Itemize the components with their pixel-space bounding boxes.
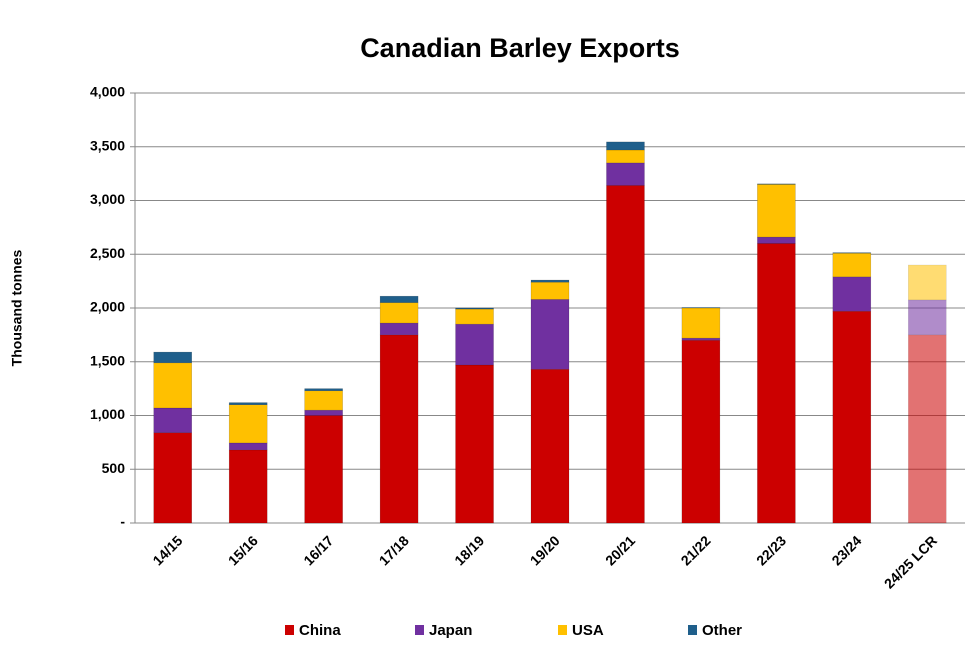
y-tick-label: -	[120, 514, 125, 530]
bar-segment	[379, 302, 419, 324]
legend-label: China	[299, 622, 341, 639]
bar-segment	[379, 295, 419, 303]
bar-segment	[832, 310, 872, 524]
bar-segment	[530, 369, 570, 524]
bar-segment	[228, 404, 268, 444]
bar-segment	[606, 162, 645, 186]
bar-segment	[681, 307, 721, 339]
x-tick-label: 24/25 LCR	[881, 532, 940, 591]
bar-segment	[606, 141, 645, 151]
legend-label: USA	[572, 622, 604, 639]
bar-segment	[908, 334, 947, 524]
bar-segment	[455, 308, 494, 325]
bar-segment	[153, 432, 192, 524]
bar-segment	[832, 252, 872, 278]
y-axis-title: Thousand tonnes	[9, 249, 25, 366]
bar-segment	[455, 307, 494, 310]
bar-segment	[455, 364, 494, 524]
legend-swatch	[285, 625, 294, 635]
bar-segment	[153, 362, 192, 409]
y-tick-label: 2,000	[90, 299, 125, 315]
bar-segment	[304, 388, 343, 392]
legend-swatch	[688, 625, 697, 635]
bar-segment	[757, 236, 796, 244]
bar-segment	[530, 279, 570, 283]
bar-segment	[757, 184, 796, 238]
bar-segment	[304, 390, 343, 411]
y-tick-label: 3,000	[90, 191, 125, 207]
bar-segment	[908, 299, 947, 336]
bar-segment	[681, 337, 721, 341]
bar-segment	[530, 281, 570, 300]
bar-segment	[832, 276, 872, 312]
bar-segment	[606, 185, 645, 524]
x-tick-label: 16/17	[300, 532, 336, 568]
x-tick-label: 15/16	[225, 532, 261, 568]
bar-segment	[681, 307, 721, 309]
bar-segment	[379, 334, 419, 524]
legend-swatch	[558, 625, 567, 635]
bar-segment	[530, 299, 570, 370]
legend-label: Japan	[429, 622, 472, 639]
x-tick-label: 18/19	[451, 532, 487, 568]
y-tick-label: 2,500	[90, 245, 125, 261]
legend-label: Other	[702, 622, 742, 639]
bar-segment	[908, 264, 947, 301]
bar-segment	[757, 243, 796, 524]
bar-segment	[455, 323, 494, 366]
y-tick-label: 1,000	[90, 406, 125, 422]
x-tick-label: 14/15	[149, 532, 185, 568]
y-tick-label: 500	[102, 460, 126, 476]
chart-title: Canadian Barley Exports	[360, 33, 680, 63]
bar-segment	[228, 442, 268, 451]
bar-segment	[832, 252, 872, 254]
bar-segment	[153, 351, 192, 364]
bar-segment	[757, 183, 796, 185]
bar-segment	[681, 340, 721, 524]
x-tick-label: 17/18	[376, 532, 412, 568]
x-tick-label: 20/21	[602, 532, 638, 568]
x-tick-label: 23/24	[828, 532, 864, 568]
bar-segment	[379, 322, 419, 336]
bar-segment	[228, 449, 268, 524]
bar-segment	[228, 402, 268, 406]
bar-segment	[153, 407, 192, 433]
bar-segment	[304, 415, 343, 524]
x-tick-label: 22/23	[753, 532, 789, 568]
y-tick-label: 4,000	[90, 84, 125, 100]
x-tick-label: 19/20	[527, 532, 563, 568]
bar-segment	[606, 149, 645, 164]
legend-swatch	[415, 625, 424, 635]
y-tick-label: 3,500	[90, 137, 125, 153]
x-tick-label: 21/22	[678, 532, 714, 568]
bar-segment	[304, 409, 343, 416]
y-tick-label: 1,500	[90, 352, 125, 368]
